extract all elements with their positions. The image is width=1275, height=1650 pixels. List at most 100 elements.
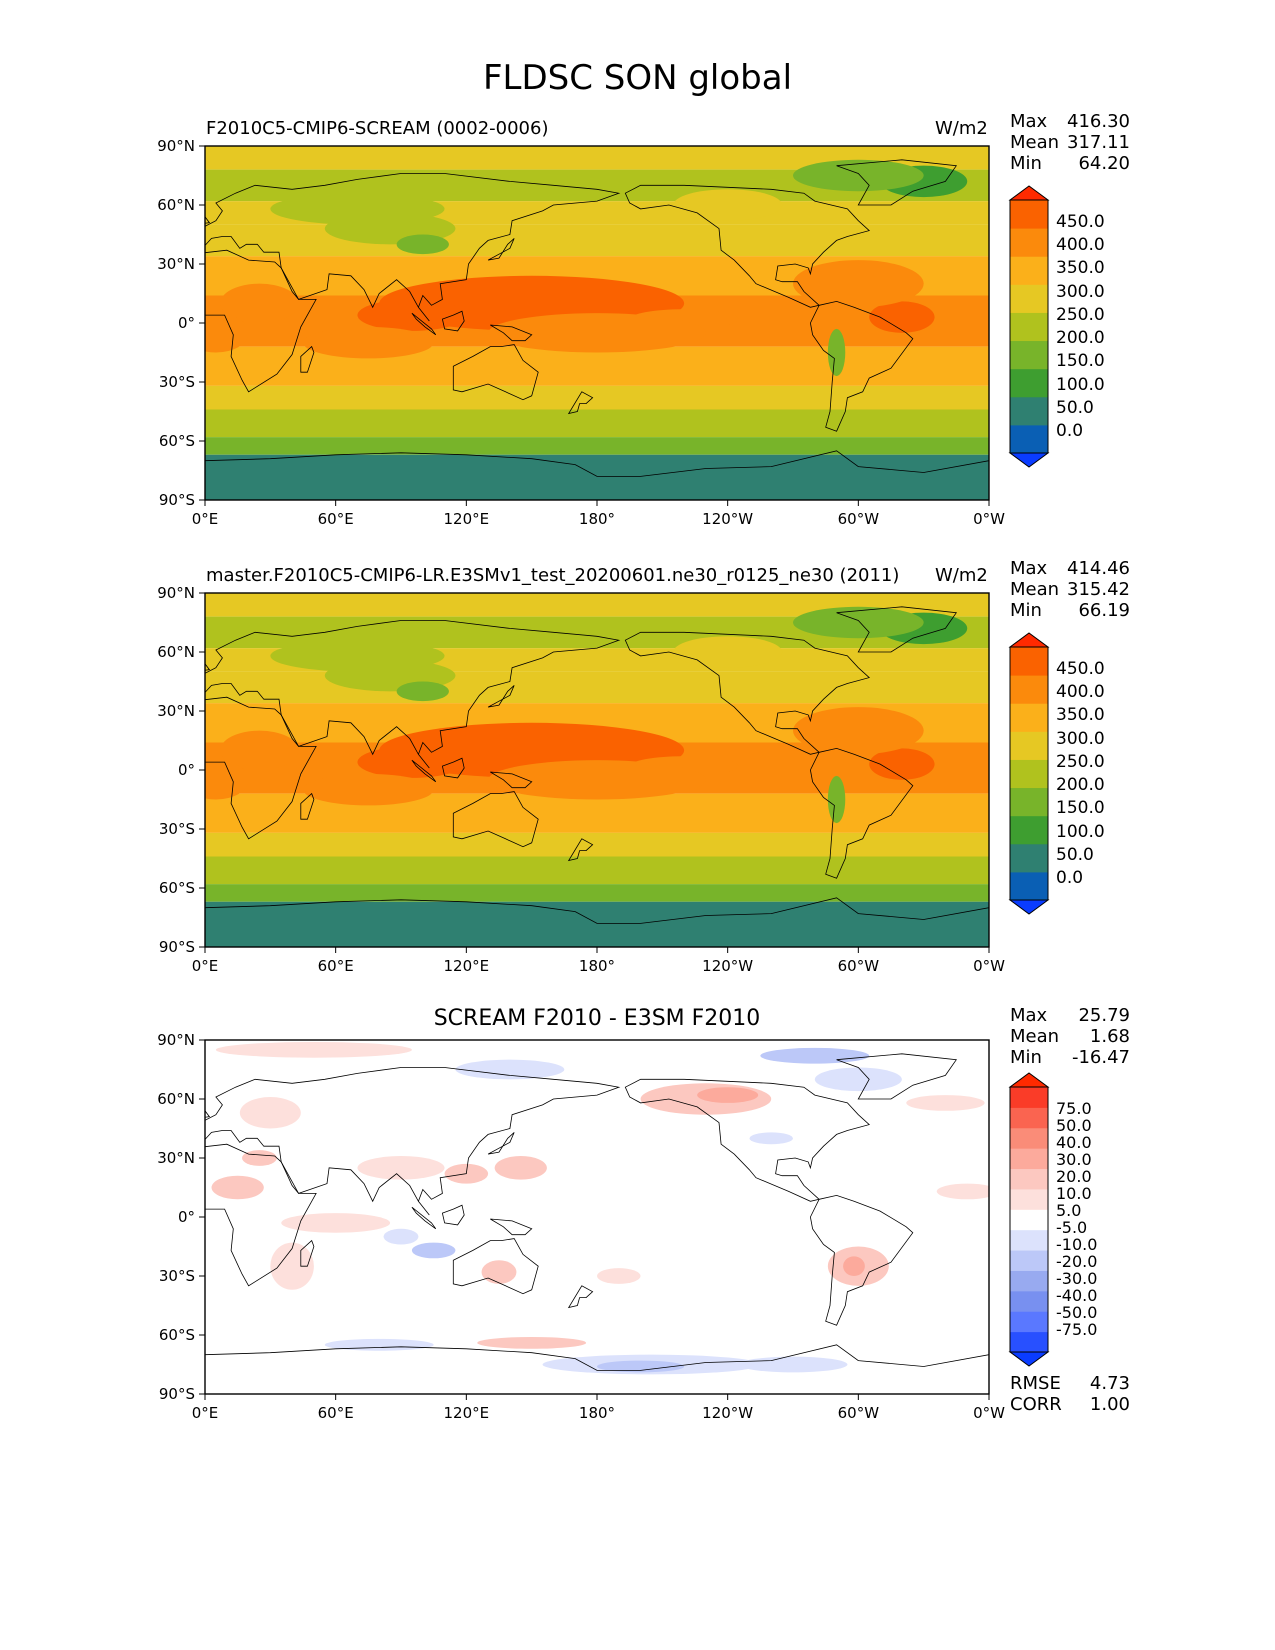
- panel2-lon-tick-label: 180°: [578, 957, 616, 975]
- panel3-lon-tick-label: 120°E: [443, 1404, 490, 1422]
- panel1-max-value: 416.30: [1067, 111, 1130, 132]
- panel3-mean-value: 1.68: [1089, 1026, 1130, 1047]
- panel3-colorbar-label: 40.0: [1056, 1133, 1092, 1152]
- panel1-map: [204, 145, 990, 501]
- panel3-lon-tick-label: 60°W: [837, 1404, 880, 1422]
- panel3-lat-tick-label: 90°N: [157, 1031, 195, 1049]
- panel1-lat-tick-label: 60°N: [157, 196, 195, 214]
- panel1-mean-label: Mean: [1010, 132, 1060, 153]
- panel2-ticks: [199, 592, 990, 953]
- panel1-colorbar-label: 0.0: [1056, 421, 1084, 441]
- panel2-lat-tick-label: 60°S: [158, 879, 195, 897]
- panel2-min-label: Min: [1010, 600, 1042, 621]
- panel1-lat-tick-label: 60°S: [158, 432, 195, 450]
- panel2-lon-tick-label: 120°W: [702, 957, 754, 975]
- panel2-colorbar-label: 300.0: [1056, 728, 1105, 749]
- panel3-colorbar-label: 10.0: [1056, 1184, 1092, 1203]
- panel3-colorbar-label: 75.0: [1056, 1099, 1092, 1118]
- panel3-ticks: [199, 1039, 990, 1400]
- panel1-lat-tick-label: 0°: [177, 314, 195, 332]
- panel1-colorbar-label: 250.0: [1056, 304, 1105, 325]
- panel3-colorbar-label: -5.0: [1056, 1218, 1088, 1237]
- panel3-colorbar-label: -50.0: [1056, 1303, 1098, 1322]
- panel3-lat-tick-label: 90°S: [158, 1385, 195, 1403]
- panel1-max-label: Max: [1010, 111, 1048, 132]
- panel3-lat-tick-label: 60°N: [157, 1090, 195, 1108]
- panel2-lon-tick-label: 0°E: [191, 957, 219, 975]
- panel3-colorbar-label: 50.0: [1056, 1116, 1092, 1135]
- panel1-units: W/m2: [935, 118, 988, 139]
- panel2-colorbar-label: 350.0: [1056, 705, 1105, 726]
- panel2-min-value: 66.19: [1078, 600, 1130, 621]
- panel3-title: SCREAM F2010 - E3SM F2010: [433, 1006, 761, 1031]
- panel2-max-label: Max: [1010, 558, 1048, 579]
- panel1-lon-tick-label: 0°W: [973, 510, 1005, 528]
- panel1-colorbar-label: 100.0: [1056, 374, 1105, 395]
- panel3-rmse-label: RMSE: [1010, 1373, 1061, 1394]
- panel3-lat-tick-label: 60°S: [158, 1326, 195, 1344]
- panel3-corr-label: CORR: [1010, 1394, 1062, 1415]
- panel1-left-title: F2010C5-CMIP6-SCREAM (0002-0006): [206, 118, 549, 139]
- panel3-lon-tick-label: 120°W: [702, 1404, 754, 1422]
- panel2-colorbar-label: 150.0: [1056, 798, 1105, 819]
- panel1-colorbar-label: 50.0: [1056, 397, 1094, 418]
- panel3-coastlines: [205, 1053, 989, 1394]
- panel3-lon-tick-label: 180°: [578, 1404, 616, 1422]
- panel1-min-label: Min: [1010, 153, 1042, 174]
- panel2-colorbar-label: 250.0: [1056, 751, 1105, 772]
- panel3-lat-tick-label: 30°N: [157, 1149, 195, 1167]
- panel3-colorbar-label: -20.0: [1056, 1252, 1098, 1271]
- panel2-mean-label: Mean: [1010, 579, 1060, 600]
- panel2-colorbar-label: 200.0: [1056, 775, 1105, 796]
- panel3-min-value: -16.47: [1071, 1047, 1130, 1068]
- panel1-colorbar-label: 400.0: [1056, 235, 1105, 256]
- panel1-colorbar-label: 350.0: [1056, 258, 1105, 279]
- panel2-units: W/m2: [935, 565, 988, 586]
- panel1-coastlines: [205, 159, 989, 500]
- panel3-corr-value: 1.00: [1089, 1394, 1130, 1415]
- panel3-colorbar-label: 5.0: [1056, 1201, 1082, 1220]
- panel2-lat-tick-label: 90°S: [158, 938, 195, 956]
- panel2-lat-tick-label: 30°N: [157, 702, 195, 720]
- panel2-colorbar-label: 100.0: [1056, 821, 1105, 842]
- panel3-lon-tick-label: 0°E: [191, 1404, 219, 1422]
- panel2-lat-tick-label: 60°N: [157, 643, 195, 661]
- panel3-lat-tick-label: 0°: [177, 1208, 195, 1226]
- panel2-colorbar-label: 50.0: [1056, 844, 1094, 865]
- panel1-lon-tick-label: 60°E: [317, 510, 354, 528]
- panel2-lon-tick-label: 60°W: [837, 957, 880, 975]
- panel1-lat-tick-label: 90°S: [158, 491, 195, 509]
- panel2-colorbar-label: 450.0: [1056, 659, 1105, 679]
- panel2-coastlines: [205, 606, 989, 947]
- panel3-map: [204, 1039, 990, 1395]
- panel2-lat-tick-label: 90°N: [157, 584, 195, 602]
- panel2-lat-tick-label: 0°: [177, 761, 195, 779]
- panel2-map: [204, 592, 990, 948]
- panel3-max-label: Max: [1010, 1005, 1048, 1026]
- panel3-colorbar-label: -75.0: [1056, 1320, 1098, 1339]
- panel2-colorbar: [1008, 632, 1050, 915]
- panel1-colorbar: [1008, 185, 1050, 468]
- panel3-mean-label: Mean: [1010, 1026, 1060, 1047]
- panel1-ticks: [199, 145, 990, 506]
- panel3-colorbar-label: -10.0: [1056, 1235, 1098, 1254]
- panel2-lat-tick-label: 30°S: [158, 820, 195, 838]
- panel1-min-value: 64.20: [1078, 153, 1130, 174]
- panel2-lon-tick-label: 0°W: [973, 957, 1005, 975]
- panel2-left-title: master.F2010C5-CMIP6-LR.E3SMv1_test_2020…: [206, 565, 900, 586]
- panel3-colorbar-label: 20.0: [1056, 1167, 1092, 1186]
- panel1-lon-tick-label: 60°W: [837, 510, 880, 528]
- panel2-mean-value: 315.42: [1067, 579, 1130, 600]
- panel1-colorbar-label: 450.0: [1056, 212, 1105, 232]
- panel3-colorbar-label: -30.0: [1056, 1269, 1098, 1288]
- panel1-lon-tick-label: 120°W: [702, 510, 754, 528]
- panel3-colorbar-label: -40.0: [1056, 1286, 1098, 1305]
- panel2-lon-tick-label: 120°E: [443, 957, 490, 975]
- panel3-rmse-value: 4.73: [1089, 1373, 1130, 1394]
- figure-title: FLDSC SON global: [482, 58, 793, 98]
- panel3-lon-tick-label: 60°E: [317, 1404, 354, 1422]
- panel2-lon-tick-label: 60°E: [317, 957, 354, 975]
- panel3-lon-tick-label: 0°W: [973, 1404, 1005, 1422]
- panel1-lat-tick-label: 30°S: [158, 373, 195, 391]
